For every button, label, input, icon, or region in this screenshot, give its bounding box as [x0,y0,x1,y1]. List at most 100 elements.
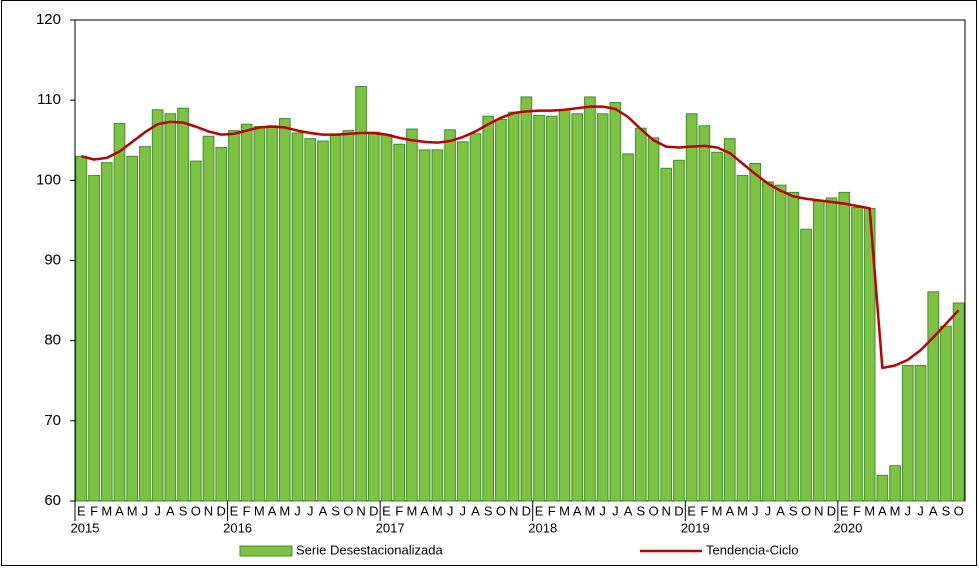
bar [584,96,596,502]
x-tick-label: D [522,503,531,518]
bar [253,126,266,502]
x-tick-label: A [268,503,277,518]
bar [889,465,901,502]
x-tick-label: J [154,503,161,518]
x-tick-label: O [648,503,658,518]
x-tick-label: A [624,503,633,518]
bar [444,129,456,502]
x-tick-label: N [662,503,671,518]
x-tick-label: A [420,503,429,518]
x-tick-label: S [636,503,645,518]
legend-label: Tendencia-Ciclo [706,542,799,557]
x-tick-label: J [905,503,912,518]
x-tick-label: D [827,503,836,518]
bar [622,153,634,502]
x-tick-label: S [484,503,493,518]
bar [393,143,406,502]
x-tick-label: M [712,503,723,518]
y-tick-label: 90 [44,251,61,268]
bar [685,113,698,502]
x-tick-label: A [929,503,938,518]
x-tick-label: D [217,503,226,518]
bar [736,175,749,502]
x-tick-label: S [942,503,951,518]
y-tick-label: 60 [44,492,61,509]
bar [762,181,774,502]
bar [304,138,317,502]
bar [571,113,584,502]
bar [520,96,533,502]
x-tick-label: M [127,503,138,518]
bar [838,191,851,502]
y-tick-label: 80 [44,332,61,349]
bar [927,291,940,502]
x-tick-label: D [369,503,378,518]
x-tick-label: M [407,503,418,518]
x-tick-label: F [243,503,251,518]
x-tick-label: A [115,503,124,518]
x-tick-label: F [700,503,708,518]
bar [342,130,355,502]
x-tick-label: M [254,503,265,518]
bar [406,128,418,502]
x-tick-label: M [585,503,596,518]
x-tick-label: J [765,503,772,518]
bar [317,140,329,502]
bar [88,175,100,502]
bar [545,115,558,502]
bar [240,123,253,502]
bar [723,138,736,502]
bar [75,155,88,502]
bar [558,109,571,502]
year-label: 2020 [833,520,862,535]
x-tick-label: O [954,503,964,518]
bar [914,365,927,502]
y-tick-label: 100 [36,171,61,188]
x-tick-label: N [204,503,213,518]
x-tick-label: J [917,503,924,518]
x-tick-label: D [674,503,683,518]
bar [469,133,482,502]
x-tick-label: M [559,503,570,518]
bar [164,113,177,502]
x-tick-label: A [319,503,328,518]
bar [418,149,431,502]
bar [113,122,126,502]
y-tick-label: 70 [44,412,61,429]
x-tick-label: A [166,503,175,518]
bar [215,146,228,502]
y-tick-label: 110 [37,91,61,108]
bar [431,149,444,502]
bar [952,302,965,502]
bar [126,155,139,502]
x-tick-label: E [687,503,696,518]
bar [711,151,723,502]
bar [100,162,113,502]
x-tick-label: A [573,503,582,518]
x-tick-label: F [853,503,861,518]
bar [673,159,685,502]
x-tick-label: O [801,503,811,518]
bar [851,207,863,502]
x-tick-label: S [789,503,798,518]
bar [291,132,304,502]
bar [507,111,520,502]
x-tick-label: J [752,503,759,518]
bar [698,125,711,502]
bar [787,191,800,502]
bar [876,474,889,502]
x-tick-label: A [471,503,480,518]
x-tick-label: M [864,503,875,518]
bar [456,141,469,502]
x-tick-label: M [279,503,290,518]
bar [660,167,673,502]
bar [812,200,825,502]
bar [329,134,342,502]
legend-label: Serie Desestacionalizada [296,542,443,557]
bar [139,146,151,502]
bar [228,130,240,502]
x-tick-label: E [77,503,86,518]
bar [482,115,495,502]
legend-swatch [239,545,293,557]
